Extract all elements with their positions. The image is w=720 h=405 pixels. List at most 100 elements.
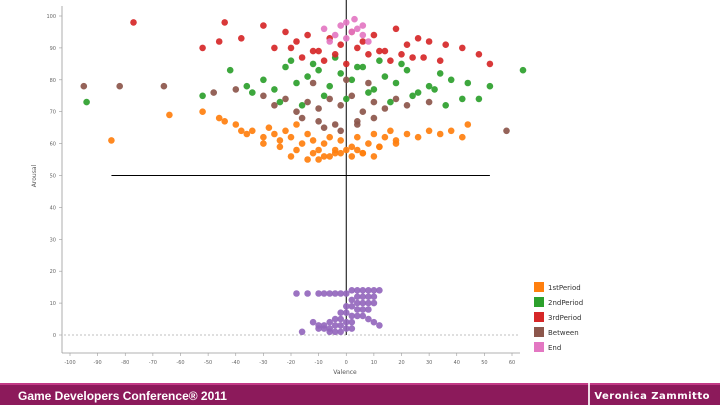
point-3rdperiod [337, 41, 345, 48]
point-3rdperiod [475, 51, 483, 58]
point-1stperiod [387, 127, 394, 135]
point-purple [298, 328, 306, 336]
point-1stperiod [238, 127, 245, 135]
point-1stperiod [243, 130, 251, 138]
point-3rdperiod [282, 28, 289, 36]
point-1stperiod [315, 156, 322, 163]
point-2ndperiod [309, 60, 317, 68]
point-2ndperiod [442, 102, 450, 109]
x-tick-label: -60 [176, 360, 184, 366]
point-purple [326, 328, 334, 336]
point-purple [320, 290, 328, 297]
point-3rdperiod [381, 47, 389, 55]
legend-swatch [534, 312, 544, 322]
point-purple [365, 315, 372, 323]
point-between [210, 89, 217, 96]
point-2ndperiod [293, 79, 300, 87]
x-axis-title: Valence [333, 369, 357, 376]
point-end [320, 25, 328, 33]
point-end [343, 19, 350, 26]
point-2ndperiod [282, 63, 289, 71]
point-3rdperiod [343, 60, 350, 68]
point-1stperiod [403, 130, 411, 138]
conference-title: Game Developers Conference® 2011 [18, 389, 227, 403]
x-tick-label: 30 [426, 360, 432, 366]
point-1stperiod [293, 121, 300, 128]
point-purple [343, 318, 350, 326]
legend-label: End [548, 344, 561, 352]
y-tick-label: 10 [50, 301, 56, 307]
x-tick-label: -40 [232, 360, 240, 366]
footer-stripe [0, 383, 720, 385]
point-purple [326, 318, 334, 326]
point-2ndperiod [276, 98, 284, 106]
point-1stperiod [326, 153, 334, 160]
x-ticks: -100 -90 -80 -70 -60 -50 -40 -30 -20 -10 0 10 20 30 40… [64, 353, 515, 366]
legend: 1stPeriod 2ndPeriod 3rdPeriod Between End [534, 282, 583, 352]
point-between [425, 98, 433, 106]
point-1stperiod [320, 140, 328, 147]
point-1stperiod [326, 133, 334, 141]
point-2ndperiod [381, 73, 389, 80]
point-1stperiod [309, 137, 317, 144]
y-tick-label: 30 [50, 237, 56, 243]
x-tick-label: 40 [454, 360, 460, 366]
point-purple [354, 306, 361, 313]
point-1stperiod [376, 143, 383, 151]
point-3rdperiod [359, 38, 367, 45]
point-3rdperiod [260, 22, 267, 29]
point-between [160, 82, 168, 90]
point-purple [365, 299, 372, 307]
point-1stperiod [287, 153, 295, 160]
point-between [337, 102, 345, 109]
point-1stperiod [215, 114, 223, 122]
point-purple [337, 328, 345, 336]
point-3rdperiod [403, 41, 411, 48]
point-purple [343, 290, 350, 297]
point-purple [370, 293, 378, 301]
point-purple [326, 290, 334, 297]
x-tick-label: 50 [481, 360, 487, 366]
point-purple [376, 322, 383, 329]
point-3rdperiod [293, 38, 300, 45]
point-3rdperiod [459, 44, 466, 52]
point-2ndperiod [475, 95, 483, 103]
x-tick-label: 0 [345, 360, 348, 366]
point-1stperiod [271, 130, 278, 138]
point-1stperiod [298, 140, 306, 147]
y-tick-label: 80 [50, 78, 56, 84]
x-tick-label: -100 [64, 360, 75, 366]
point-1stperiod [337, 137, 345, 144]
y-tick-label: 50 [50, 174, 56, 180]
point-1stperiod [343, 146, 350, 154]
point-1stperiod [370, 153, 378, 160]
point-purple [343, 303, 350, 310]
point-purple [337, 315, 345, 323]
point-1stperiod [232, 121, 240, 128]
point-3rdperiod [354, 44, 361, 52]
point-3rdperiod [271, 44, 278, 52]
footer-separator [588, 383, 590, 405]
point-between [271, 102, 278, 109]
point-2ndperiod [320, 92, 328, 100]
y-ticks: 0 10 20 30 40 50 60 70 80 90 100 [46, 14, 62, 339]
x-tick-label: -20 [287, 360, 295, 366]
point-3rdperiod [298, 54, 306, 61]
point-2ndperiod [287, 57, 295, 64]
point-purple [348, 296, 356, 304]
point-2ndperiod [337, 70, 345, 77]
point-end [359, 22, 367, 29]
point-purple [337, 309, 345, 317]
point-between [304, 98, 311, 106]
point-between [392, 95, 400, 103]
point-between [370, 98, 378, 106]
point-3rdperiod [238, 35, 245, 42]
point-1stperiod [309, 149, 317, 157]
point-2ndperiod [464, 79, 472, 87]
point-3rdperiod [442, 41, 450, 48]
point-3rdperiod [387, 57, 394, 64]
point-3rdperiod [398, 51, 405, 58]
point-2ndperiod [83, 98, 90, 106]
point-purple [359, 312, 367, 320]
point-between [326, 95, 334, 103]
